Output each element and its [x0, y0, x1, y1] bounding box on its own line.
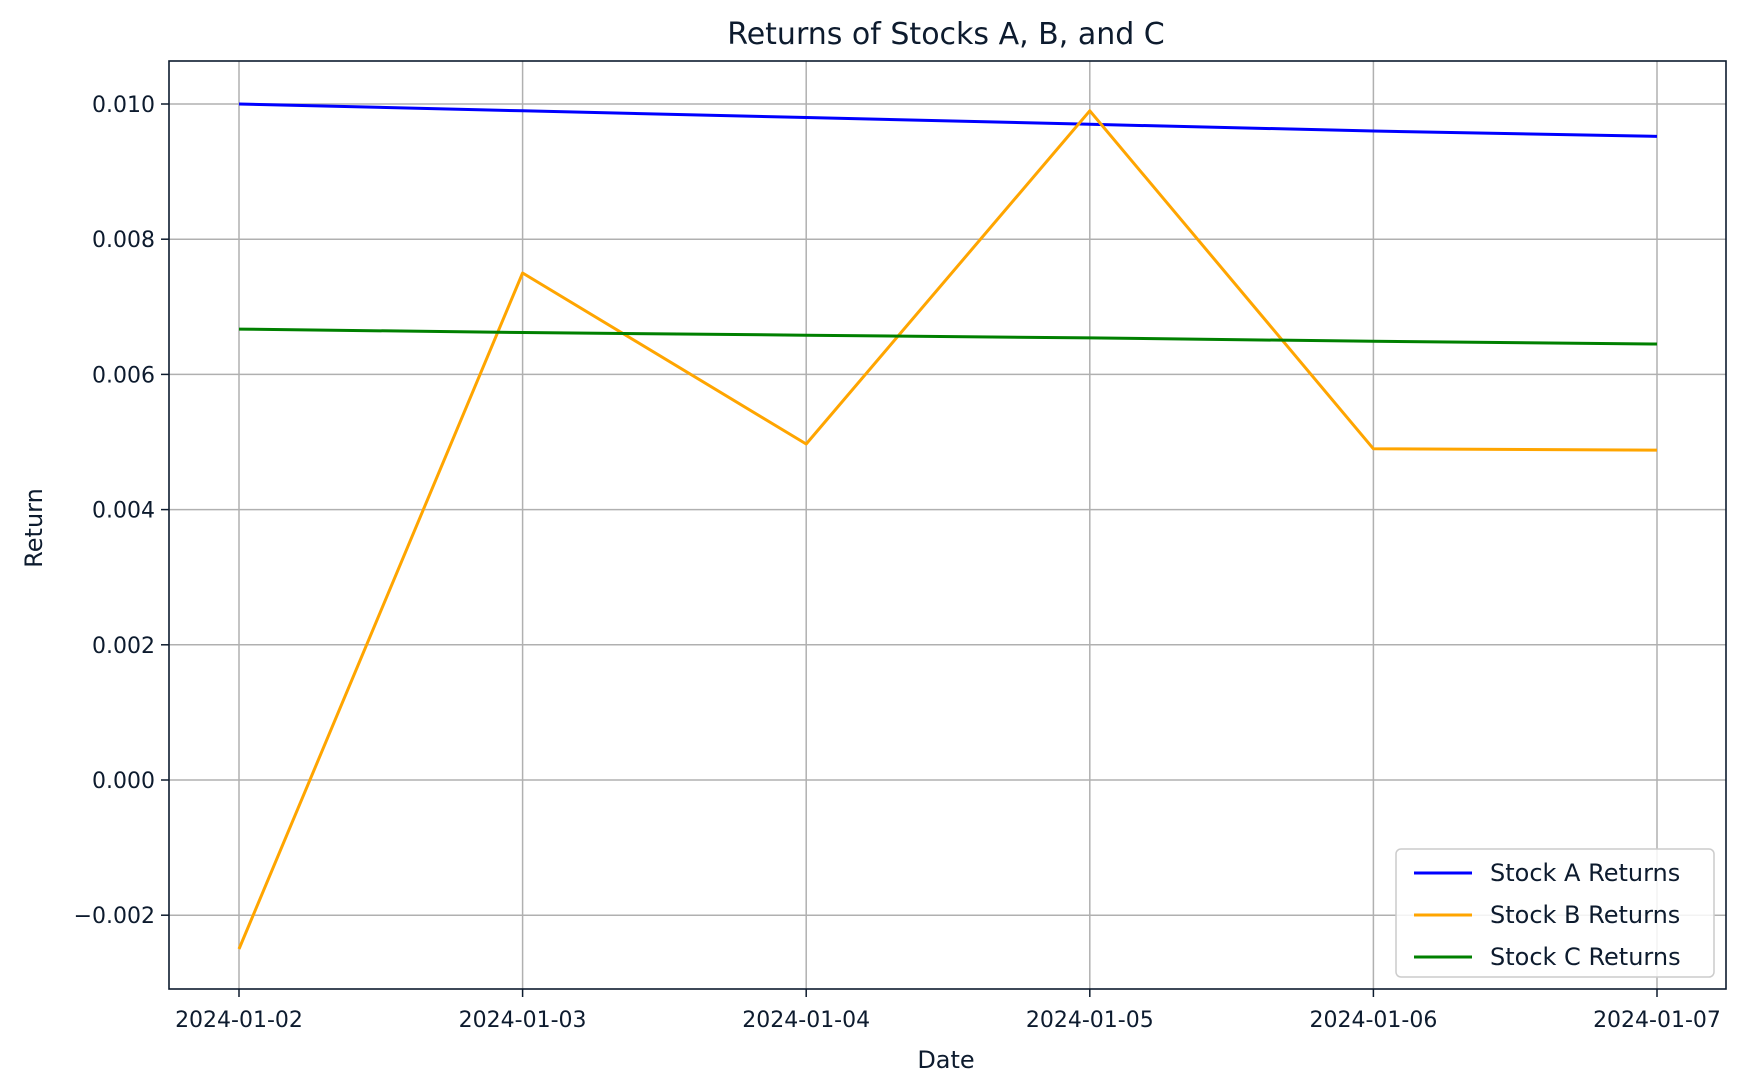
- x-tick-label: 2024-01-05: [1026, 1008, 1154, 1033]
- legend-label: Stock C Returns: [1490, 943, 1681, 971]
- series-line-3: [238, 327, 1658, 346]
- x-tick-label: 2024-01-04: [742, 1008, 870, 1033]
- x-tick-label: 2024-01-06: [1309, 1008, 1437, 1033]
- x-tick-label: 2024-01-03: [459, 1008, 587, 1033]
- chart-title: Returns of Stocks A, B, and C: [727, 17, 1165, 52]
- series-lines: [237, 102, 1658, 950]
- y-axis-title: Return: [20, 488, 48, 568]
- legend-box: [1395, 848, 1715, 978]
- y-axis-ticks: −0.002 0.000 0.002 0.004 0.006 0.008 0.010: [74, 93, 169, 929]
- x-tick-label: 2024-01-07: [1593, 1008, 1721, 1033]
- y-tick-label: 0.010: [92, 93, 155, 118]
- y-tick-label: 0.004: [92, 499, 155, 524]
- x-tick-label: 2024-01-02: [175, 1008, 303, 1033]
- series-line-1: [238, 102, 1658, 138]
- y-tick-label: 0.006: [92, 363, 155, 388]
- legend: Stock A Returns Stock B Returns Stock C Re…: [1395, 848, 1715, 978]
- x-axis-ticks: 2024-01-02 2024-01-03 2024-01-04 2024-01-05…: [175, 989, 1721, 1033]
- legend-label: Stock A Returns: [1490, 859, 1680, 887]
- y-tick-label: 0.008: [92, 228, 155, 253]
- plot-area-frame: [168, 60, 1727, 990]
- y-tick-label: 0.000: [92, 769, 155, 794]
- y-tick-label: 0.002: [92, 634, 155, 659]
- series-line-2: [237, 109, 1658, 950]
- legend-label: Stock B Returns: [1490, 901, 1680, 929]
- y-tick-label: −0.002: [74, 904, 155, 929]
- x-axis-title: Date: [917, 1046, 974, 1074]
